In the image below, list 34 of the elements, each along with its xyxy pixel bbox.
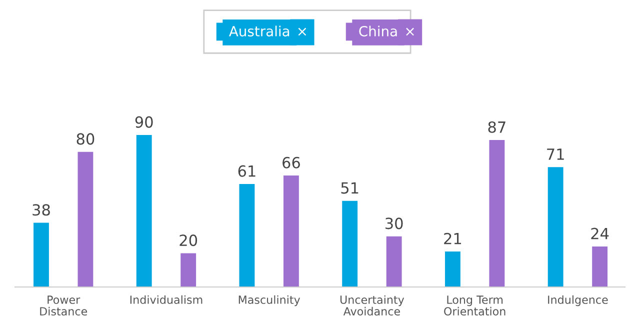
- data-label: 20: [180, 234, 198, 246]
- data-label: 61: [238, 165, 256, 177]
- data-label: 71: [547, 148, 564, 160]
- bar: [548, 167, 564, 287]
- bar: [180, 253, 196, 287]
- bar: [444, 252, 460, 287]
- x-tick-label: Individualism: [130, 295, 202, 304]
- bar: [592, 246, 608, 287]
- x-tick-label: Masculinity: [238, 295, 300, 306]
- bar: [342, 200, 358, 287]
- data-label: 38: [32, 204, 50, 216]
- data-label: 66: [282, 156, 300, 168]
- data-label: 90: [135, 116, 153, 128]
- bar: [239, 184, 255, 287]
- x-tick-label: Uncertainty Avoidance: [340, 295, 404, 316]
- data-label: 30: [386, 218, 403, 230]
- bar: [283, 176, 299, 287]
- text: ×: [298, 28, 306, 36]
- bar: [386, 236, 402, 287]
- legend-label: Australia: [229, 26, 290, 36]
- x-tick-label: Long Term Orientation: [444, 296, 506, 316]
- text: ×: [406, 28, 414, 36]
- data-label: 87: [488, 121, 506, 133]
- data-label: 21: [444, 232, 462, 244]
- data-label: 80: [76, 133, 94, 145]
- bar: [78, 152, 94, 287]
- bar: [489, 140, 505, 287]
- legend-label: China: [359, 26, 397, 36]
- data-label: 24: [591, 228, 609, 240]
- x-tick-label: Power Distance: [40, 296, 88, 316]
- data-label: 51: [341, 182, 358, 194]
- x-tick-label: Indulgence: [548, 295, 608, 306]
- bar: [136, 134, 152, 287]
- bar: [34, 222, 49, 287]
